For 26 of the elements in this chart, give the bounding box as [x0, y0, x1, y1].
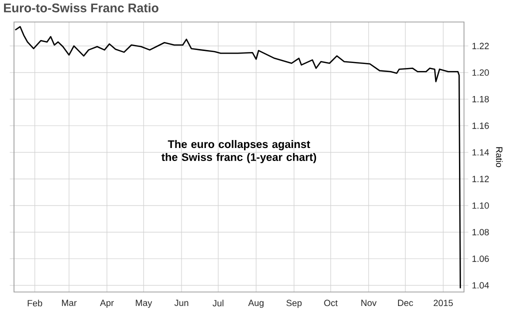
x-tick-label: Feb — [28, 300, 42, 306]
x-tick-label: Mar — [62, 300, 77, 306]
y-tick-label: 1.08 — [472, 228, 489, 236]
y-tick-label: 1.22 — [472, 42, 489, 50]
y-tick-label: 1.04 — [472, 282, 489, 289]
line-series — [14, 26, 461, 289]
y-tick-label: 1.14 — [472, 149, 489, 156]
y-axis-title: Ratio — [496, 147, 503, 168]
x-tick-label: Dec — [398, 300, 414, 306]
y-tick-label: 1.16 — [472, 122, 489, 129]
x-tick-label: Nov — [361, 300, 377, 306]
y-tick-label: 1.20 — [472, 69, 489, 76]
chart-title: Euro-to-Swiss Franc Ratio — [4, 3, 158, 12]
x-tick-label: May — [136, 300, 152, 308]
annotation: The euro collapses against the Swiss franc (1-year chart) — [161, 140, 316, 164]
y-tick-label: 1.12 — [472, 176, 489, 182]
y-tick-label: 1.10 — [472, 202, 489, 209]
x-tick-label: 2015 — [434, 300, 453, 306]
x-tick-label: Sep — [286, 300, 302, 308]
y-tick-label: 1.06 — [472, 256, 489, 262]
x-tick-label: Aug — [248, 300, 264, 308]
x-tick-label: Jul — [212, 300, 224, 306]
x-tick-label: Apr — [100, 300, 114, 308]
x-tick-label: Oct — [324, 300, 338, 306]
x-tick-label: Jun — [174, 300, 188, 306]
y-tick-label: 1.18 — [472, 96, 489, 102]
